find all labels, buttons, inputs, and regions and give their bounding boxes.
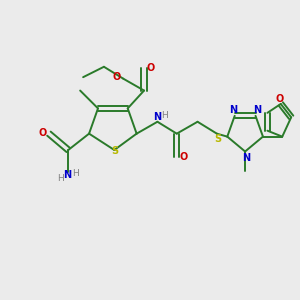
Text: H: H <box>72 169 79 178</box>
Text: S: S <box>112 146 119 157</box>
Text: O: O <box>38 128 46 138</box>
Text: N: N <box>242 153 250 163</box>
Text: O: O <box>179 152 188 161</box>
Text: O: O <box>275 94 284 103</box>
Text: N: N <box>229 105 237 115</box>
Text: N: N <box>253 105 261 115</box>
Text: H: H <box>161 111 168 120</box>
Text: N: N <box>153 112 161 122</box>
Text: N: N <box>64 170 72 180</box>
Text: S: S <box>214 134 221 144</box>
Text: O: O <box>112 72 121 82</box>
Text: O: O <box>146 63 155 73</box>
Text: H: H <box>58 174 64 183</box>
